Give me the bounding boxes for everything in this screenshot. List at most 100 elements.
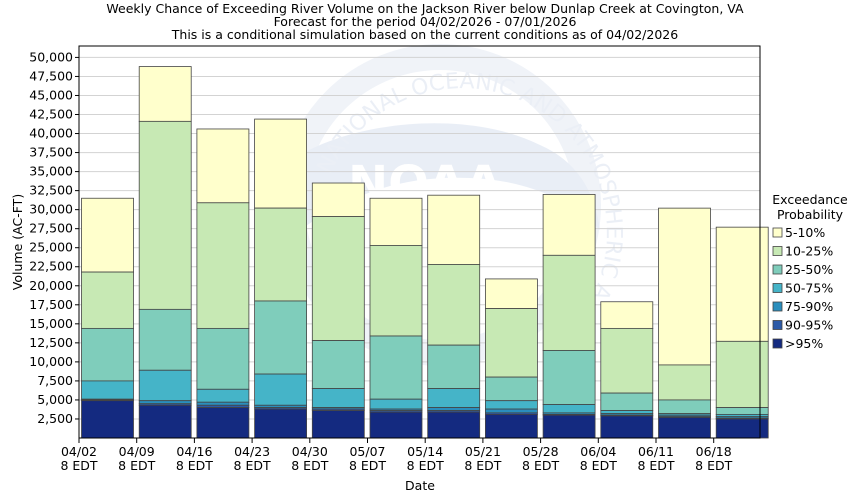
bar-segment	[427, 264, 481, 346]
bar-segment	[196, 388, 250, 403]
y-tick-label: 10,000	[29, 354, 73, 369]
bar-segment	[138, 66, 192, 122]
bar-segment	[542, 404, 596, 414]
y-axis-label: Volume (AC-FT)	[10, 194, 25, 290]
bar-segment	[254, 118, 308, 209]
bar-segment	[138, 308, 192, 371]
legend-swatch	[772, 283, 783, 293]
legend-swatch	[772, 338, 783, 349]
legend-label: 5-10%	[785, 225, 825, 240]
x-tick-label: 06/18	[696, 444, 732, 459]
bar-segment	[542, 414, 596, 439]
y-tick-label: 25,000	[29, 240, 73, 255]
bar-segment	[427, 194, 481, 265]
bar-segment	[196, 401, 250, 406]
x-tick-label: 06/04	[580, 444, 616, 459]
bar-segment	[196, 128, 250, 204]
y-tick-label: 17,500	[29, 297, 73, 312]
bar-segment	[542, 194, 596, 256]
bar-segment	[311, 340, 365, 389]
x-tick-label: 8 EDT	[291, 458, 328, 473]
axes: 2,500 5,000 7,500 10,000 12,500 15,000 17,500 2…	[29, 45, 761, 473]
bar-segment	[254, 373, 308, 406]
bar-segment	[311, 216, 365, 341]
bar-segment	[369, 335, 423, 400]
bar-segment	[311, 182, 365, 217]
bar-segment	[369, 245, 423, 337]
x-tick-label: 06/11	[638, 444, 674, 459]
y-tick-label: 2,500	[37, 411, 73, 426]
bar-segment	[484, 408, 538, 414]
x-tick-label: 8 EDT	[637, 458, 674, 473]
chart-title-line-3: This is a conditional simulation based o…	[171, 27, 678, 42]
y-tick-label: 7,500	[37, 373, 73, 388]
x-tick-label: 04/02	[61, 444, 97, 459]
x-tick-label: 8 EDT	[695, 458, 732, 473]
bar-segment	[81, 197, 134, 273]
bar-segment	[138, 369, 192, 402]
x-tick-label: 8 EDT	[234, 458, 271, 473]
legend-label: 10-25%	[785, 244, 833, 259]
y-tick-label: 5,000	[37, 392, 73, 407]
x-tick-label: 05/07	[349, 444, 385, 459]
bar-segment	[484, 308, 538, 378]
bar-segment	[311, 388, 365, 408]
legend-title-line-2: Probability	[777, 207, 844, 222]
x-tick-label: 04/16	[176, 444, 212, 459]
bar-segment	[138, 400, 192, 405]
bar-segment	[311, 410, 365, 439]
bar-segment	[484, 400, 538, 410]
x-tick-label: 8 EDT	[60, 458, 97, 473]
legend-swatch	[772, 301, 783, 312]
y-tick-label: 32,500	[29, 183, 73, 198]
bar-segment	[600, 301, 654, 329]
bar-segment	[81, 400, 134, 439]
bar-segment	[254, 408, 308, 439]
bar-segment	[600, 410, 654, 415]
x-tick-label: 05/21	[465, 444, 501, 459]
legend-swatch	[772, 246, 783, 256]
bar-segment	[427, 344, 481, 389]
bar-segment	[254, 207, 308, 302]
bar-segment	[658, 417, 711, 439]
bar-segment	[138, 120, 192, 310]
x-axis-label: Date	[405, 478, 435, 493]
bar-segment	[196, 202, 250, 329]
y-tick-label: 45,000	[29, 87, 73, 102]
bar-segment	[196, 407, 250, 439]
bar-segment	[484, 414, 538, 439]
legend-label: 25-50%	[785, 262, 833, 277]
legend-title-line-1: Exceedance	[772, 192, 848, 207]
x-tick-label: 04/09	[119, 444, 155, 459]
noaa-seagull-icon	[300, 123, 600, 230]
bar-segment	[658, 399, 711, 415]
y-tick-label: 35,000	[29, 164, 73, 179]
bar-segment	[484, 278, 538, 310]
bar-segment	[542, 350, 596, 405]
y-tick-label: 27,500	[29, 221, 73, 236]
legend-swatch	[772, 264, 783, 275]
bar-segment	[81, 380, 134, 400]
y-tick-label: 30,000	[29, 202, 73, 217]
x-tick-label: 8 EDT	[522, 458, 559, 473]
legend-swatch	[772, 227, 783, 238]
x-tick-label: 05/28	[523, 444, 559, 459]
bar-segment	[369, 197, 423, 246]
y-tick-label: 37,500	[29, 145, 73, 160]
y-tick-label: 50,000	[29, 49, 73, 64]
legend: Exceedance Probability 5-10% 10-25% 25-50%…	[772, 192, 848, 351]
bar-segment	[600, 392, 654, 411]
bar-segment	[369, 411, 423, 439]
legend-label: 90-95%	[785, 318, 833, 333]
bar-segment	[600, 327, 654, 394]
y-tick-label: 42,500	[29, 107, 73, 122]
x-tick-label: 8 EDT	[176, 458, 213, 473]
x-tick-label: 8 EDT	[464, 458, 501, 473]
x-tick-label: 04/30	[292, 444, 328, 459]
bar-segment	[138, 404, 192, 439]
y-tick-label: 12,500	[29, 335, 73, 350]
bar-segment	[254, 300, 308, 375]
x-tick-label: 8 EDT	[407, 458, 444, 473]
